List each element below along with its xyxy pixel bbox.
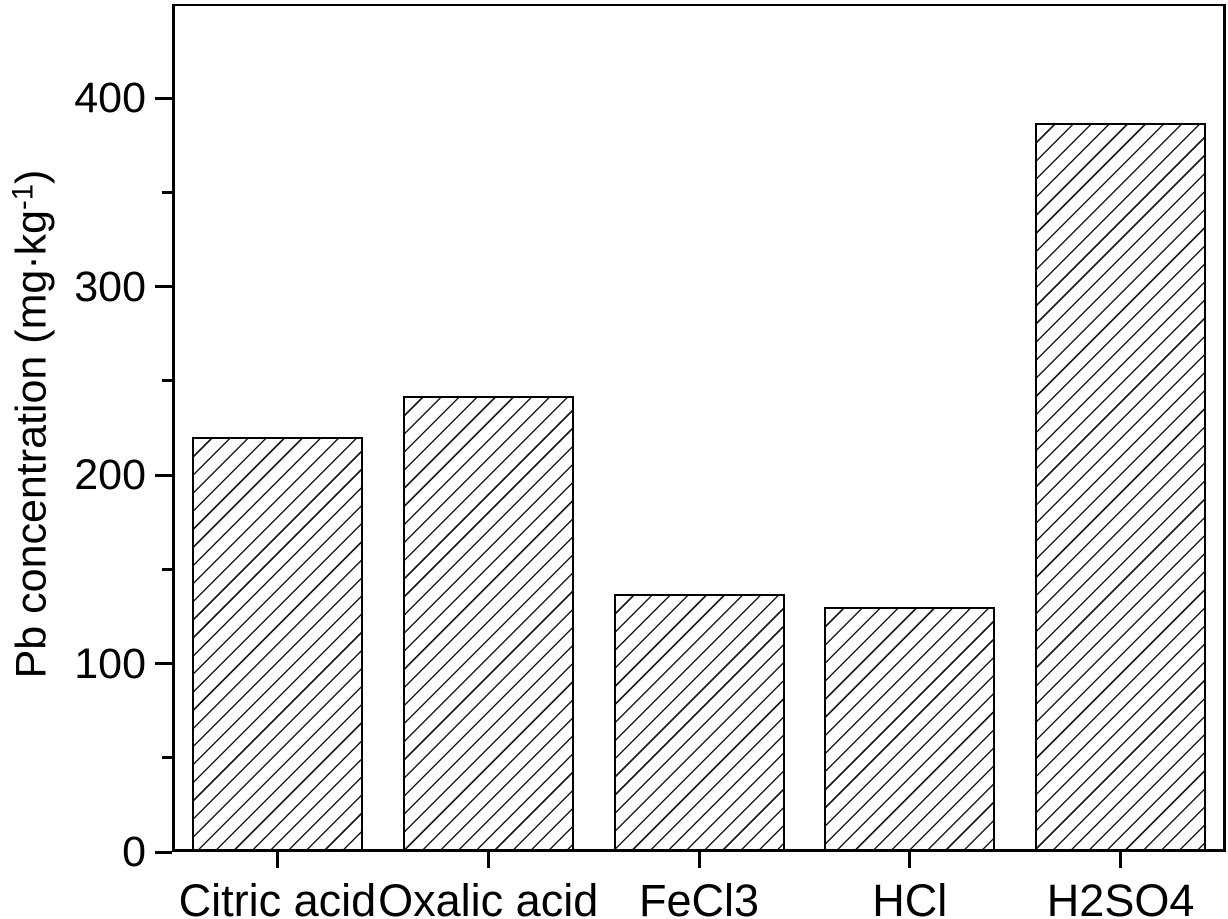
x-axis-label-oxalic-acid: Oxalic acid xyxy=(378,875,599,919)
y-axis-tick-label-400: 400 xyxy=(74,74,146,123)
bar-citric-acid xyxy=(191,437,363,852)
y-axis-minor-tick-250 xyxy=(162,379,172,383)
y-axis-major-tick-300 xyxy=(155,285,172,289)
y-axis-title-close-paren: ) xyxy=(7,169,56,184)
x-axis-tick-fecl3 xyxy=(697,852,701,868)
y-axis-major-tick-400 xyxy=(155,96,172,100)
y-axis-title: Pb concentration (mg·kg-1) xyxy=(7,169,60,679)
y-axis-major-tick-200 xyxy=(155,473,172,477)
y-axis-minor-tick-350 xyxy=(162,190,172,194)
y-axis-tick-label-100: 100 xyxy=(74,639,146,688)
x-axis-label-fecl3: FeCl3 xyxy=(638,875,760,919)
y-axis-tick-label-0: 0 xyxy=(122,828,146,876)
x-axis-label-citric-acid: Citric acid xyxy=(178,875,377,919)
y-axis-minor-tick-150 xyxy=(162,567,172,571)
bar-oxalic-acid xyxy=(402,396,574,852)
y-axis-major-tick-0 xyxy=(155,850,172,854)
x-axis-tick-oxalic-acid xyxy=(486,852,490,868)
x-axis-tick-h2so4 xyxy=(1119,852,1123,868)
x-axis-label-hcl: HCl xyxy=(872,875,948,919)
y-axis-minor-tick-50 xyxy=(162,756,172,760)
bar-h2so4 xyxy=(1035,123,1207,852)
x-axis-tick-citric-acid xyxy=(275,852,279,868)
x-axis-tick-hcl xyxy=(908,852,912,868)
y-axis-tick-label-200: 200 xyxy=(74,451,146,500)
bar-fecl3 xyxy=(613,594,785,852)
y-axis-tick-label-300: 300 xyxy=(74,262,146,311)
y-axis-major-tick-100 xyxy=(155,662,172,666)
plot-area xyxy=(172,4,1226,852)
y-axis-title-superscript: -1 xyxy=(7,183,40,210)
x-axis-label-h2so4: H2SO4 xyxy=(1046,875,1195,919)
